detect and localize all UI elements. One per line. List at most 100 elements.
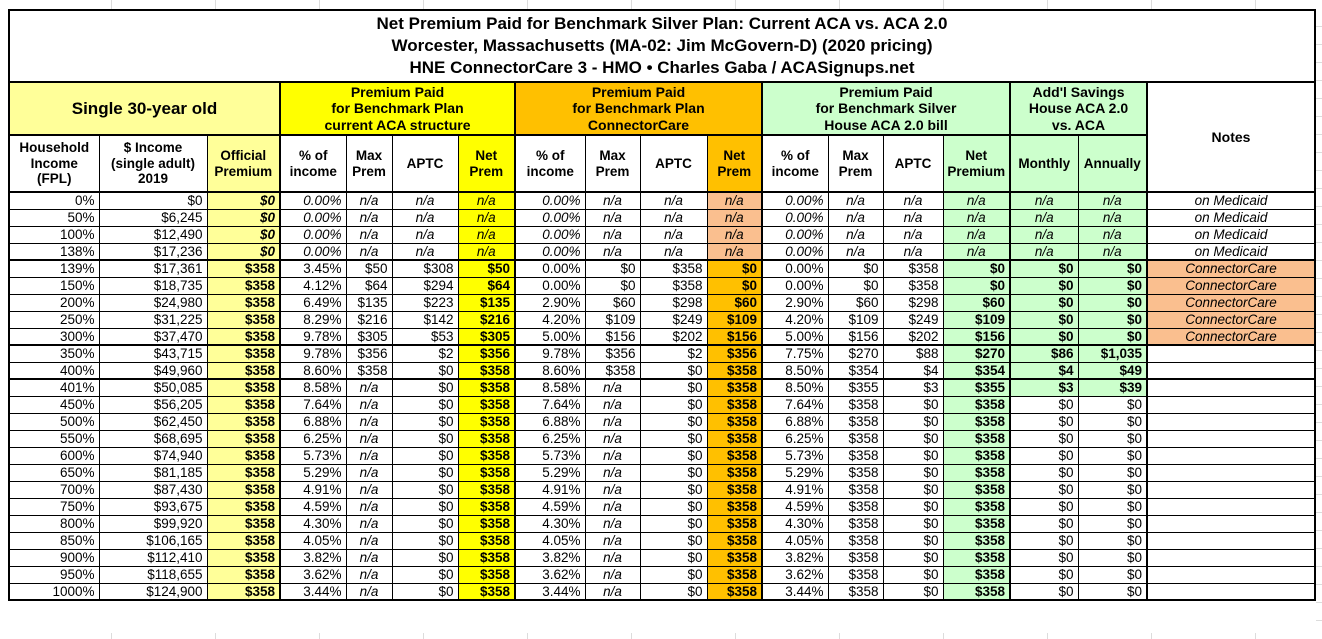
cell-cc_max_prem: n/a: [584, 412, 641, 431]
cell-aca_aptc: $0: [391, 446, 459, 465]
cell-house_aptc: $0: [882, 497, 944, 516]
cell-cc_max_prem: n/a: [584, 565, 641, 584]
cell-savings_monthly: $0: [1009, 276, 1079, 295]
cell-savings_annually: n/a: [1077, 242, 1148, 261]
cell-house_net_premium: $358: [942, 463, 1011, 482]
cell-aca_net_prem: $358: [457, 582, 516, 601]
cell-income: $99,920: [98, 514, 208, 533]
cell-aca_max_prem: n/a: [345, 191, 393, 210]
cell-aca_pct_income: 4.12%: [279, 276, 347, 295]
cell-cc_max_prem: n/a: [584, 208, 641, 227]
cell-savings_monthly: $4: [1009, 361, 1079, 380]
cell-income: $106,165: [98, 531, 208, 550]
col-header-cc_pct_income: % of income: [514, 134, 586, 193]
cell-savings_annually: n/a: [1077, 191, 1148, 210]
cell-notes: ConnectorCare: [1146, 327, 1316, 346]
cell-cc_max_prem: n/a: [584, 242, 641, 261]
cell-official_premium: $358: [206, 310, 281, 329]
cell-aca_aptc: $308: [391, 259, 459, 278]
cell-fpl: 300%: [8, 327, 100, 346]
cell-house_net_premium: $358: [942, 446, 1011, 465]
cell-income: $81,185: [98, 463, 208, 482]
cell-house_max_prem: $156: [827, 327, 884, 346]
cell-house_pct_income: 4.59%: [761, 497, 829, 516]
cell-fpl: 200%: [8, 293, 100, 312]
cell-aca_pct_income: 0.00%: [279, 208, 347, 227]
cell-cc_aptc: $0: [639, 412, 708, 431]
cell-cc_net_prem: $358: [706, 514, 763, 533]
cell-cc_aptc: $0: [639, 582, 708, 601]
cell-house_max_prem: $358: [827, 480, 884, 499]
cell-aca_pct_income: 4.91%: [279, 480, 347, 499]
cell-fpl: 850%: [8, 531, 100, 550]
cell-notes: [1146, 412, 1316, 431]
col-header-aca_net_prem: Net Prem: [457, 134, 516, 193]
cell-house_max_prem: n/a: [827, 191, 884, 210]
cell-house_aptc: $0: [882, 548, 944, 567]
cell-cc_aptc: $0: [639, 446, 708, 465]
cell-house_net_premium: $156: [942, 327, 1011, 346]
cell-aca_aptc: $0: [391, 565, 459, 584]
cell-house_aptc: n/a: [882, 191, 944, 210]
cell-savings_monthly: $0: [1009, 293, 1079, 312]
cell-house_net_premium: $358: [942, 497, 1011, 516]
table-row-fpl-200: 200% $24,980 $358 6.49% $135 $223 $135 2.90% $60…: [8, 293, 1316, 312]
cell-income: $43,715: [98, 344, 208, 363]
table-row-fpl-50: 50% $6,245 $0 0.00% n/a n/a n/a 0.00% n/a n/a n/a 0…: [8, 208, 1316, 227]
cell-savings_annually: $0: [1077, 446, 1148, 465]
cell-aca_max_prem: $358: [345, 361, 393, 380]
cell-savings_monthly: $0: [1009, 446, 1079, 465]
cell-savings_monthly: $0: [1009, 395, 1079, 414]
cell-aca_pct_income: 8.60%: [279, 361, 347, 380]
table-row-fpl-550: 550% $68,695 $358 6.25% n/a $0 $358 6.25% n/a $0 $…: [8, 429, 1316, 448]
cell-house_pct_income: 7.64%: [761, 395, 829, 414]
cell-income: $124,900: [98, 582, 208, 601]
cell-aca_max_prem: n/a: [345, 514, 393, 533]
cell-notes: [1146, 361, 1316, 380]
cell-savings_annually: n/a: [1077, 225, 1148, 244]
cell-aca_aptc: $0: [391, 395, 459, 414]
cell-income: $62,450: [98, 412, 208, 431]
cell-cc_aptc: $0: [639, 531, 708, 550]
cell-income: $17,361: [98, 259, 208, 278]
cell-aca_net_prem: $358: [457, 565, 516, 584]
cell-aca_pct_income: 9.78%: [279, 327, 347, 346]
cell-house_max_prem: n/a: [827, 225, 884, 244]
cell-official_premium: $358: [206, 327, 281, 346]
title-row: Net Premium Paid for Benchmark Silver Pl…: [8, 9, 1316, 83]
cell-income: $118,655: [98, 565, 208, 584]
cell-cc_net_prem: $358: [706, 480, 763, 499]
cell-house_pct_income: 8.50%: [761, 378, 829, 397]
cell-house_pct_income: 4.91%: [761, 480, 829, 499]
cell-aca_net_prem: $50: [457, 259, 516, 278]
cell-notes: [1146, 531, 1316, 550]
cell-aca_aptc: $294: [391, 276, 459, 295]
cell-house_max_prem: $354: [827, 361, 884, 380]
cell-house_max_prem: $358: [827, 395, 884, 414]
cell-house_aptc: $0: [882, 446, 944, 465]
cell-cc_pct_income: 5.29%: [514, 463, 586, 482]
cell-cc_net_prem: n/a: [706, 191, 763, 210]
cell-savings_annually: $0: [1077, 310, 1148, 329]
cell-notes: [1146, 582, 1316, 601]
cell-aca_max_prem: n/a: [345, 412, 393, 431]
cell-income: $49,960: [98, 361, 208, 380]
cell-cc_pct_income: 5.00%: [514, 327, 586, 346]
cell-aca_aptc: $0: [391, 463, 459, 482]
cell-cc_max_prem: n/a: [584, 497, 641, 516]
cell-cc_net_prem: $358: [706, 565, 763, 584]
cell-cc_net_prem: $358: [706, 548, 763, 567]
cell-cc_max_prem: n/a: [584, 514, 641, 533]
table-row-fpl-600: 600% $74,940 $358 5.73% n/a $0 $358 5.73% n/a $0 $…: [8, 446, 1316, 465]
cell-income: $0: [98, 191, 208, 210]
cell-house_pct_income: 0.00%: [761, 276, 829, 295]
cell-house_max_prem: $0: [827, 259, 884, 278]
cell-cc_pct_income: 9.78%: [514, 344, 586, 363]
cell-house_pct_income: 5.29%: [761, 463, 829, 482]
cell-cc_aptc: n/a: [639, 242, 708, 261]
cell-aca_net_prem: $356: [457, 344, 516, 363]
cell-income: $6,245: [98, 208, 208, 227]
cell-aca_max_prem: n/a: [345, 242, 393, 261]
cell-house_net_premium: $60: [942, 293, 1011, 312]
cell-house_max_prem: $358: [827, 497, 884, 516]
